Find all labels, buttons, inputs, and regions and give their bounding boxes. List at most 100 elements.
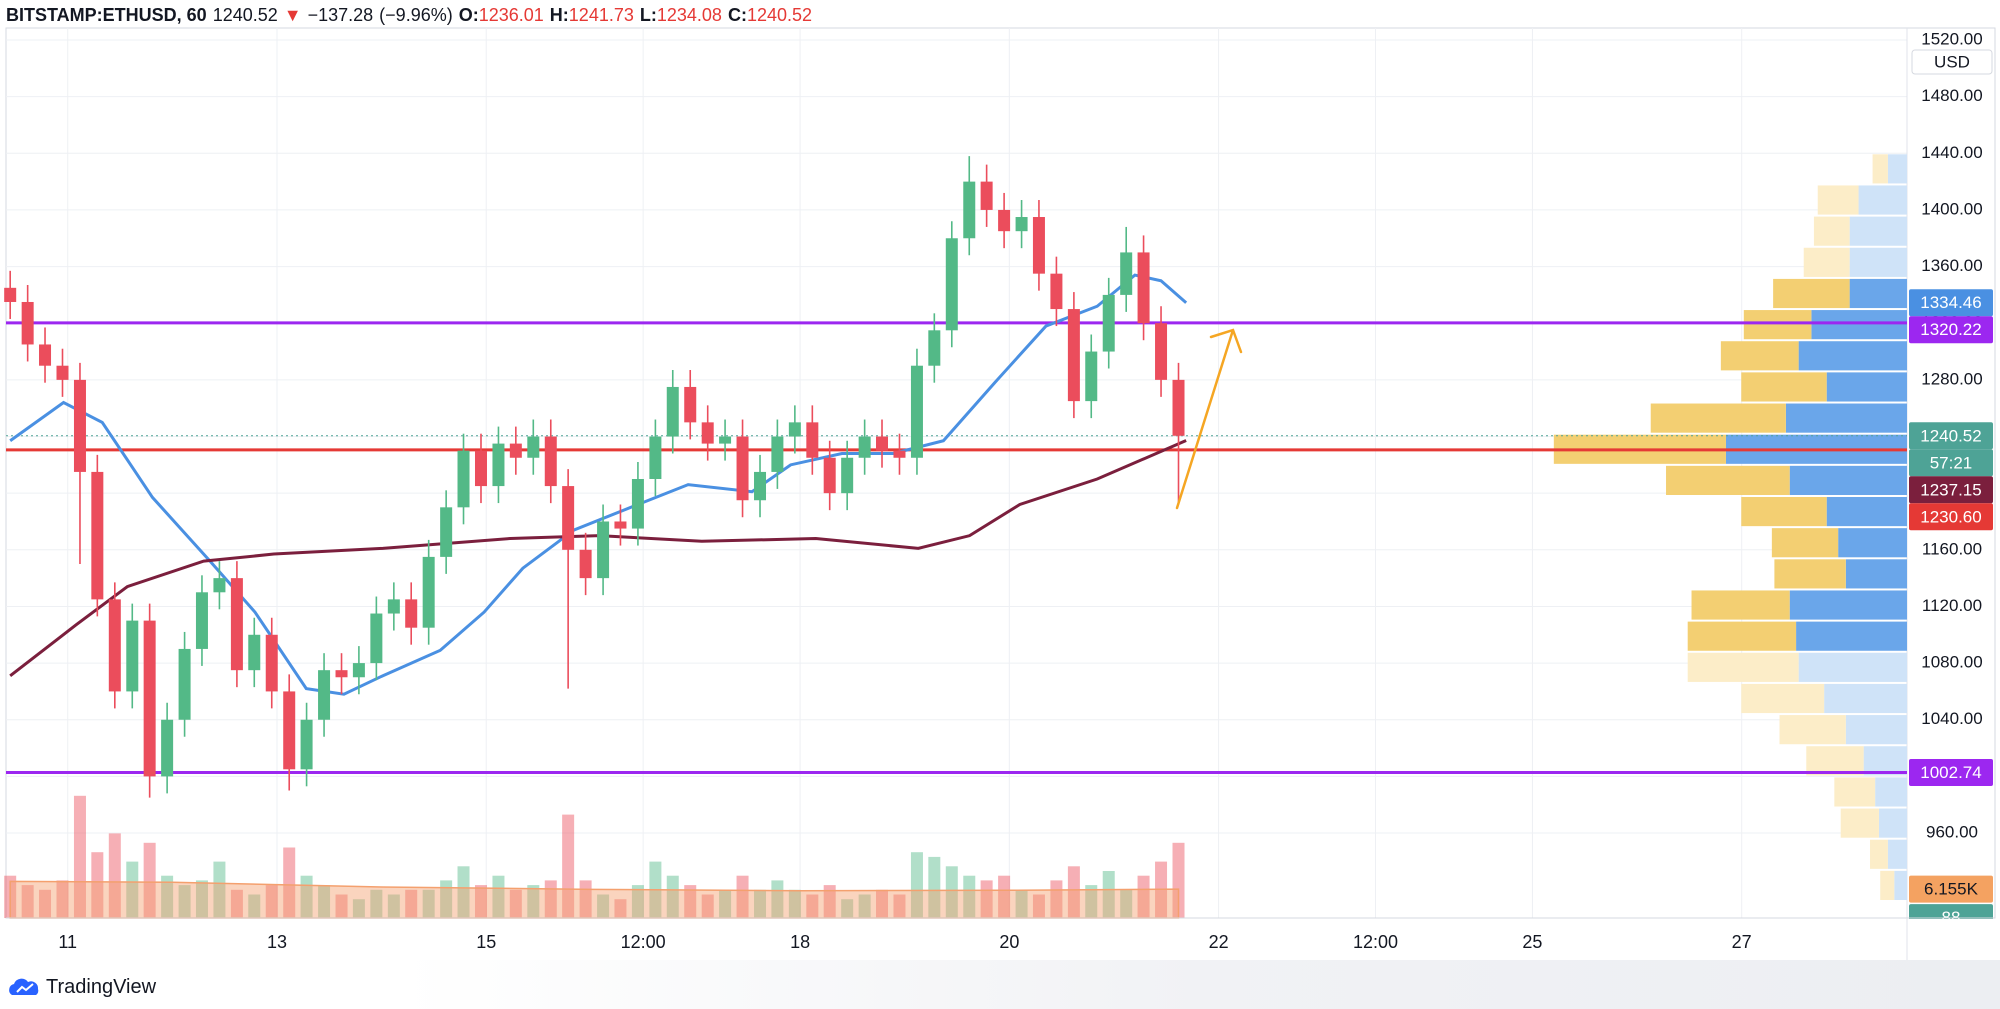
candle-body	[1067, 309, 1080, 402]
volume-bar	[39, 889, 52, 918]
price-label: 57:21	[1930, 453, 1973, 472]
profile-down	[1806, 746, 1864, 776]
volume-bar	[684, 885, 697, 918]
profile-up	[1863, 746, 1907, 776]
volume-bar	[405, 889, 418, 918]
price-label-box	[1909, 316, 1993, 344]
candle-body	[108, 599, 121, 692]
x-tick-label: 22	[1209, 932, 1229, 952]
volume-bar	[823, 885, 836, 918]
volume-bar	[126, 861, 139, 918]
candle-body	[1172, 379, 1185, 436]
logo-line	[16, 982, 34, 993]
ohlc-key: C:	[727, 5, 747, 25]
profile-down	[1880, 870, 1895, 901]
candle-body	[841, 457, 854, 494]
profile-down	[1741, 683, 1825, 714]
candle-body	[614, 521, 627, 529]
candle-body	[4, 287, 17, 302]
profile-down	[1650, 403, 1786, 433]
profile-up	[1785, 403, 1907, 433]
volume-bar	[736, 875, 749, 918]
volume-bar	[544, 880, 557, 918]
ohlc-item: H:1241.73	[550, 5, 634, 26]
volume-bar	[1137, 875, 1150, 918]
candle-body	[893, 450, 906, 458]
profile-down	[1817, 185, 1859, 215]
ohlc-key: H:	[549, 5, 569, 25]
candle-body	[213, 578, 226, 593]
profile-down	[1687, 621, 1797, 651]
candle-body	[352, 663, 365, 678]
candle-body	[300, 719, 313, 770]
profile-up	[1796, 621, 1907, 651]
price-label-box	[1909, 503, 1993, 531]
candle-body	[1032, 217, 1045, 274]
volume-bar	[754, 889, 767, 918]
candle-body	[440, 507, 453, 557]
annotation-arrow	[1175, 328, 1243, 510]
volume-bar	[893, 894, 906, 918]
profile-down	[1870, 839, 1888, 869]
volume-bar	[527, 885, 540, 918]
profile-down	[1834, 777, 1876, 807]
candle-body	[579, 549, 592, 579]
candle-body	[1155, 323, 1168, 380]
profile-down	[1691, 590, 1790, 620]
volume-bar	[248, 894, 261, 918]
candle-body	[998, 209, 1011, 232]
candle-body	[248, 634, 261, 671]
volume-bar	[1015, 889, 1028, 918]
volume-bar	[440, 880, 453, 918]
candle-body	[457, 450, 470, 508]
price-label-box	[1909, 422, 1993, 450]
volume-bar	[230, 889, 243, 918]
currency-box	[1911, 49, 1993, 75]
x-tick-label: 12:00	[1353, 932, 1398, 952]
candle-body	[719, 436, 732, 444]
profile-up	[1826, 496, 1907, 527]
profile-up	[1789, 590, 1907, 620]
price-label-box	[1909, 449, 1993, 477]
profile-up	[1838, 528, 1907, 558]
profile-down	[1666, 465, 1790, 495]
y-tick-label: 1040.00	[1921, 709, 1982, 728]
candle-body	[335, 670, 348, 678]
volume-bar	[631, 885, 644, 918]
ohlc-key: O:	[458, 5, 479, 25]
profile-up	[1887, 839, 1907, 869]
volume-ma-area	[9, 880, 1180, 919]
candle-body	[788, 422, 801, 437]
candle-body	[910, 365, 923, 458]
volume-bar	[283, 847, 296, 918]
profile-up	[1845, 715, 1907, 745]
currency: USD	[1934, 52, 1970, 71]
volume-bar	[998, 875, 1011, 918]
volume-bar	[1032, 894, 1045, 918]
volume-bar	[213, 861, 226, 918]
candle-body	[230, 578, 243, 671]
candle-body	[283, 691, 296, 770]
symbol: BITSTAMP:ETHUSD, 60	[6, 5, 207, 25]
ohlc-key: L:	[639, 5, 657, 25]
candle-body	[631, 479, 644, 529]
profile-down	[1840, 808, 1879, 838]
candle-body	[945, 238, 958, 331]
profile-up	[1789, 465, 1907, 495]
volume-bar	[335, 894, 348, 918]
volume-bar	[1067, 866, 1080, 918]
profile-up	[1849, 247, 1907, 277]
price-label: 1320.22	[1920, 320, 1981, 339]
volume-bar	[562, 814, 575, 918]
candle-body	[754, 471, 767, 501]
x-tick-label: 12:00	[621, 932, 666, 952]
price-label: 1237.15	[1920, 480, 1981, 499]
change-pct: (−9.96%)	[379, 5, 453, 25]
profile-up	[1849, 278, 1907, 309]
volume-bar	[876, 889, 889, 918]
volume-bar	[1172, 842, 1185, 918]
y-tick-label: 1520.00	[1921, 29, 1982, 48]
candle-body	[370, 613, 383, 664]
